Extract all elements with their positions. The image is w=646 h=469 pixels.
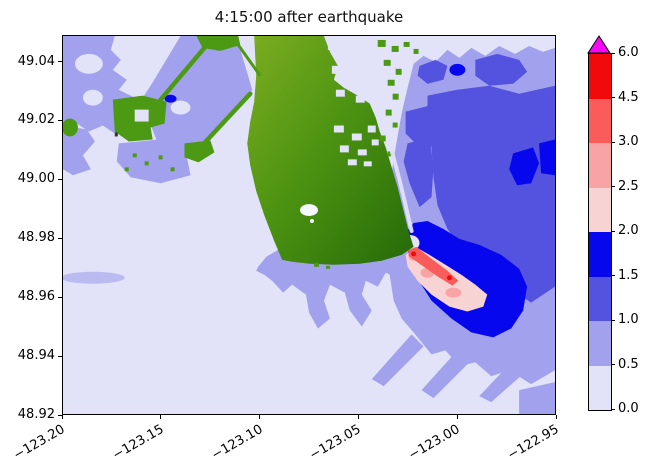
y-tick-label: 49.02 [17,112,55,128]
x-tick-label: −123.05 [307,422,364,464]
y-tick-label: 49.04 [17,53,55,69]
port-causeway [158,36,217,102]
pond-small [309,219,314,224]
colorbar-tick-mark [611,319,615,321]
y-tick-mark [58,355,62,357]
y-tick-label: 48.98 [17,230,55,246]
water-3-4.5m-streak [408,246,459,286]
colorbar-segment [589,321,611,366]
ferry-terminal [184,140,215,163]
y-tick-label: 48.92 [17,407,55,422]
colorbar-segment [589,98,611,143]
colorbar-tick-label: 0.0 [618,401,639,416]
colorbar-segment [589,187,611,232]
ferry-causeway [196,91,253,152]
map-plot-area [62,35,556,415]
pale-water-patches [74,53,191,115]
urban-checker-green [377,39,419,157]
tsunami-map [63,36,555,414]
y-tick-label: 48.94 [17,348,55,364]
y-tick-label: 48.96 [17,289,55,305]
colorbar-tick-mark [611,97,615,98]
small-islets [124,153,330,269]
colorbar-tick-mark [611,52,615,54]
y-tick-mark [58,178,62,180]
colorbar [588,53,612,411]
colorbar-over-arrow [587,35,611,54]
colorbar-tick-label: 0.5 [618,356,639,372]
colorbar-segment [589,365,611,410]
y-tick-mark [58,237,62,239]
plot-title: 4:15:00 after earthquake [214,8,404,26]
colorbar-tick-mark [611,364,615,365]
colorbar-segment [589,143,611,188]
water-1-1.5m-regions [403,53,555,303]
colorbar-tick-mark [611,408,615,410]
port-marker-dot [114,132,118,137]
water-4.5-6m-dots [411,251,452,281]
colorbar-tick-mark [611,230,615,232]
colorbar-segment [589,54,611,99]
left-edge-islet [63,118,78,137]
y-tick-label: 49.00 [17,171,55,187]
x-tick-label: −123.20 [11,422,68,464]
colorbar-tick-label: 1.5 [618,267,639,283]
x-tick-mark [456,415,458,419]
port-basin [134,109,149,122]
shore-connector [237,44,262,77]
y-tick-mark [58,414,62,416]
main-landmass [247,36,414,265]
x-tick-label: −122.95 [505,422,562,464]
y-tick-mark [58,61,62,62]
urban-checker-pale [327,41,379,167]
x-tick-label: −123.15 [109,422,167,464]
x-tick-mark [259,415,261,419]
colorbar-tick-label: 6.0 [618,45,639,60]
x-tick-mark [160,415,162,419]
colorbar-tick-label: 4.5 [618,89,639,105]
colorbar-tick-mark [611,275,615,276]
colorbar-tick-mark [611,141,615,143]
colorbar-tick-mark [611,186,615,187]
x-tick-mark [61,415,63,419]
colorbar-tick-label: 2.5 [618,178,639,194]
land-regions [63,36,419,269]
x-tick-mark [555,415,557,419]
x-tick-label: −123.10 [208,422,266,464]
east-beach-strip [379,111,414,233]
x-tick-mark [357,415,359,419]
colorbar-segment [589,276,611,321]
colorbar-tick-label: 3.0 [618,134,639,149]
y-tick-mark [58,119,62,121]
pond [300,204,318,217]
x-tick-label: −123.00 [406,422,463,464]
y-tick-mark [58,296,62,298]
colorbar-tick-label: 2.0 [618,223,639,238]
colorbar-tick-label: 1.0 [618,312,639,327]
colorbar-segment [589,232,611,277]
